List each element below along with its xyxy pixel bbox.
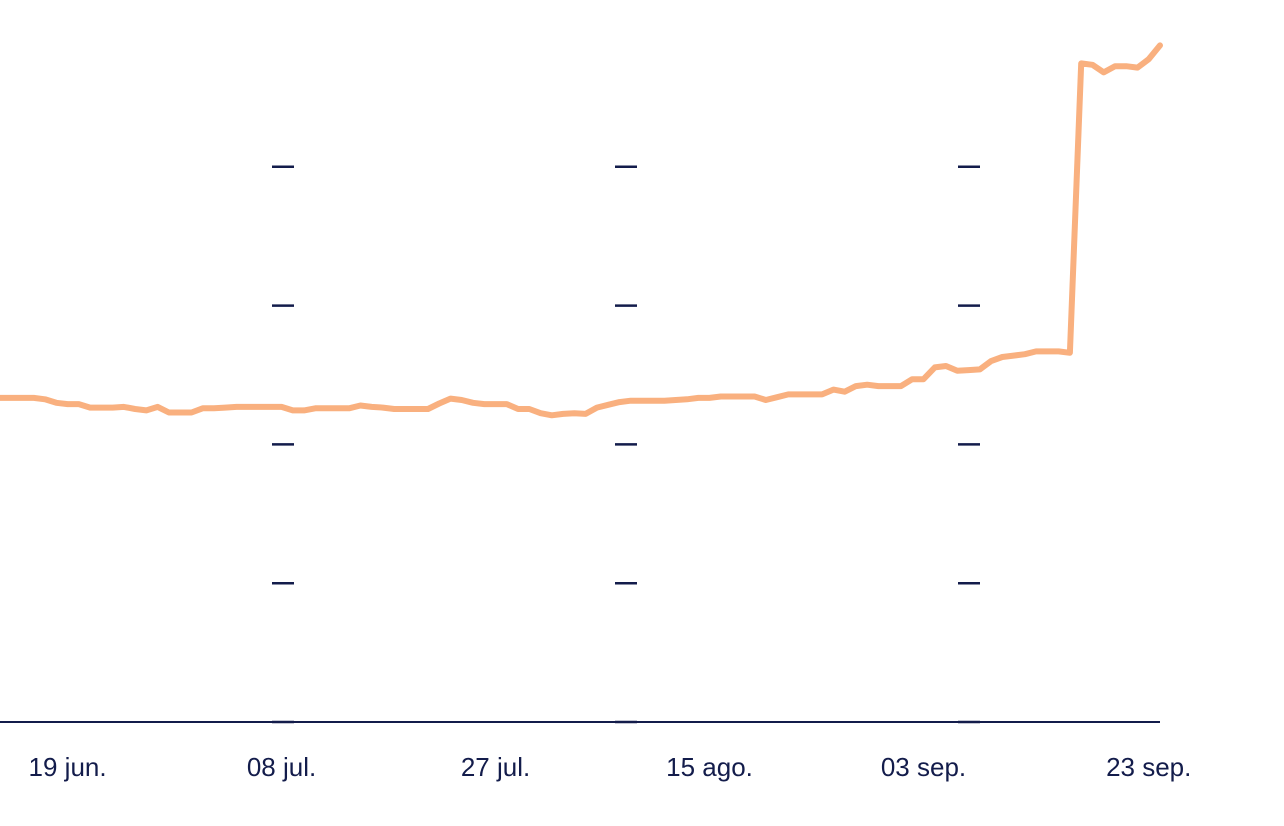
x-tick-label: 19 jun. (29, 752, 107, 782)
x-tick-label: 15 ago. (666, 752, 753, 782)
price-series-line (0, 42, 1163, 419)
x-axis-tick-labels: 19 jun. 08 jul. 27 jul. 15 ago. 03 sep. 23 se… (29, 752, 1192, 782)
y-grid-dashes (272, 165, 980, 724)
x-tick-label: 03 sep. (881, 752, 966, 782)
x-tick-label: 23 sep. (1106, 752, 1191, 782)
x-tick-label: 08 jul. (247, 752, 316, 782)
x-tick-label: 27 jul. (461, 752, 530, 782)
